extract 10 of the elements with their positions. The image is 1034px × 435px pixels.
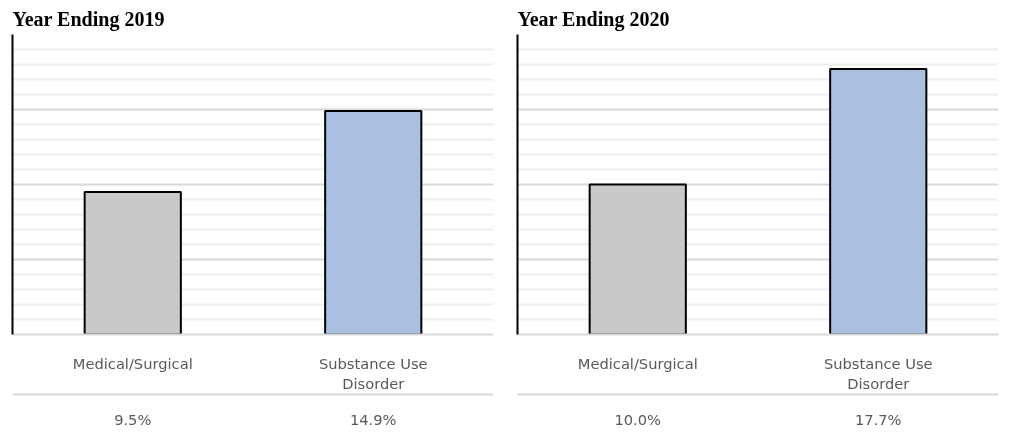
chart-title: Year Ending 2020 <box>517 7 670 31</box>
x-tick-label: Substance Use Disorder <box>823 354 933 392</box>
data-label: 10.0% <box>614 410 662 428</box>
data-label: 17.7% <box>854 410 902 428</box>
x-tick-label: Medical/Surgical <box>72 354 193 372</box>
data-label: 9.5% <box>114 410 152 428</box>
chart-title: Year Ending 2019 <box>12 7 165 31</box>
data-label: 14.9% <box>349 410 397 428</box>
x-tick-label: Medical/Surgical <box>577 354 698 372</box>
x-tick-label: Substance Use Disorder <box>318 354 428 392</box>
